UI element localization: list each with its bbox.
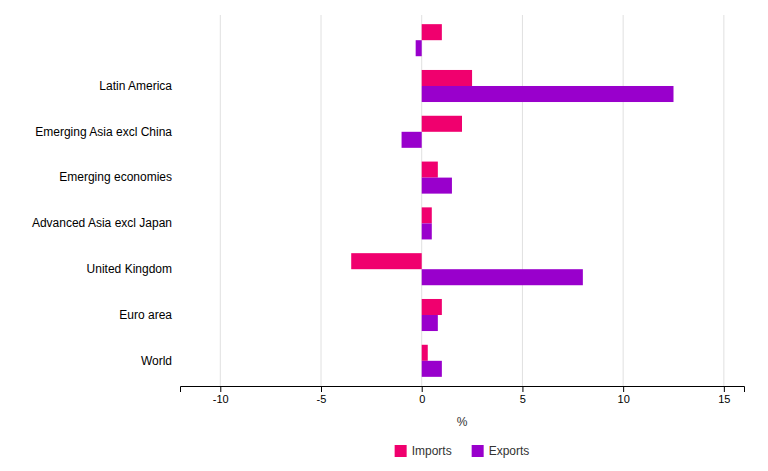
grid [220, 15, 724, 386]
grid-line [623, 15, 624, 386]
x-tick-mark [522, 386, 523, 392]
x-tick: 10 [618, 386, 630, 405]
chart: -10 -5 0 5 10 15 World Euro area United Kingdom A… [0, 0, 768, 471]
grid-line [522, 15, 523, 386]
x-tick: 0 [419, 386, 425, 405]
y-tick-label: Emerging economies [59, 170, 172, 184]
bar [422, 116, 462, 132]
x-tick-label: 15 [718, 393, 730, 405]
bar [416, 40, 422, 56]
legend-item: Imports [395, 444, 452, 458]
bar [422, 70, 472, 86]
bar [422, 299, 442, 315]
legend-swatch [472, 445, 484, 457]
y-tick: World [141, 354, 172, 368]
y-tick: Latin America [99, 79, 172, 93]
y-tick: Emerging economies [59, 170, 172, 184]
bar [422, 315, 438, 331]
x-tick: -5 [317, 386, 327, 405]
y-tick-label: Euro area [119, 308, 172, 322]
grid-line [321, 15, 322, 386]
bar [351, 253, 422, 269]
x-tick-mark [422, 386, 423, 392]
bar [402, 132, 422, 148]
x-tick-label: -5 [317, 393, 327, 405]
x-tick: 5 [520, 386, 526, 405]
legend-label: Exports [489, 444, 530, 458]
y-axis: World Euro area United Kingdom Advanced Asi… [32, 79, 172, 368]
x-tick-label: -10 [213, 393, 229, 405]
bar [422, 178, 452, 194]
x-tick: -10 [213, 386, 229, 405]
legend-item: Exports [472, 444, 530, 458]
bars [351, 24, 673, 377]
x-axis-title: % [457, 415, 468, 429]
bar [422, 361, 442, 377]
legend-label: Imports [412, 444, 452, 458]
x-tick-mark [623, 386, 624, 392]
y-tick-label: Latin America [99, 79, 172, 93]
x-axis-line [181, 387, 745, 393]
y-tick: Advanced Asia excl Japan [32, 216, 172, 230]
bar [422, 86, 674, 102]
y-tick-label: Emerging Asia excl China [35, 125, 172, 139]
bar [422, 24, 442, 40]
bar [422, 207, 432, 223]
plot: -10 -5 0 5 10 15 World Euro area United Kingdom A… [32, 15, 745, 429]
bar [422, 269, 583, 285]
y-tick-label: Advanced Asia excl Japan [32, 216, 172, 230]
legend: Imports Exports [395, 444, 530, 458]
y-tick: United Kingdom [87, 262, 172, 276]
y-tick-label: World [141, 354, 172, 368]
x-tick-mark [220, 386, 221, 392]
legend-swatch [395, 445, 407, 457]
x-tick-label: 0 [419, 393, 425, 405]
y-tick: Euro area [119, 308, 172, 322]
y-tick-label: United Kingdom [87, 262, 172, 276]
grid-line [220, 15, 221, 386]
x-tick-mark [724, 386, 725, 392]
bar [422, 345, 428, 361]
x-tick-label: 5 [520, 393, 526, 405]
bar [422, 162, 438, 178]
grid-line [723, 15, 724, 386]
x-tick-mark [321, 386, 322, 392]
bar [422, 223, 432, 239]
x-tick-label: 10 [618, 393, 630, 405]
y-tick: Emerging Asia excl China [35, 125, 172, 139]
x-axis: -10 -5 0 5 10 15 [181, 386, 745, 405]
x-tick: 15 [718, 386, 730, 405]
